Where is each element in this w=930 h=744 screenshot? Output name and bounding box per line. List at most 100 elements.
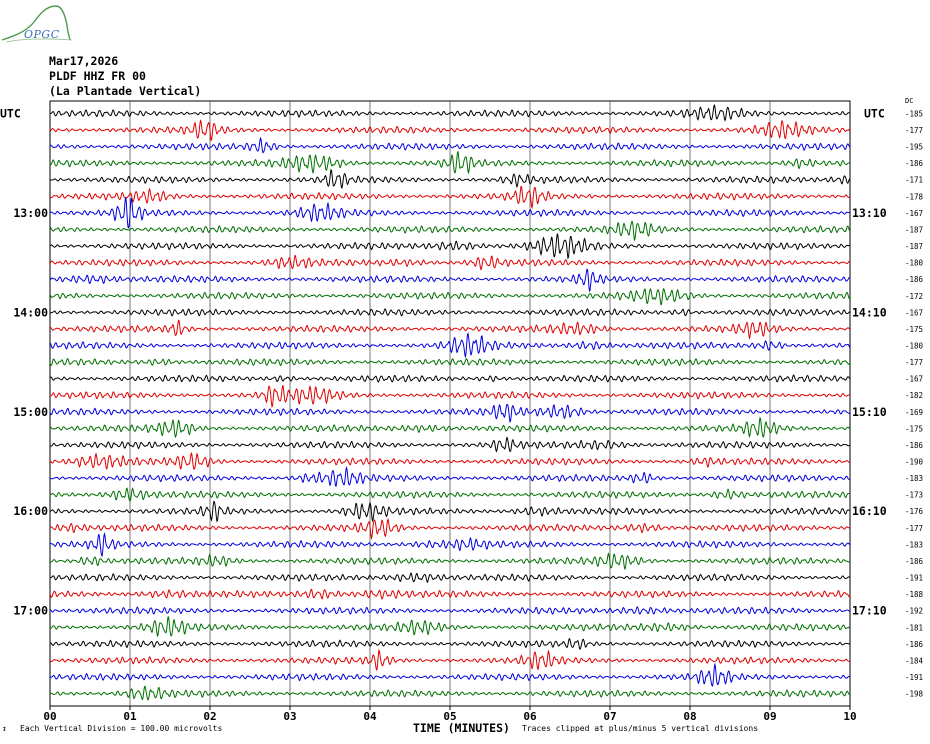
left-utc-label: UTC xyxy=(0,106,21,120)
seismic-trace xyxy=(49,308,851,317)
seismic-trace xyxy=(49,436,851,453)
left-hour-label: 17:00 xyxy=(13,604,48,618)
dc-offset-value: -181 xyxy=(905,623,923,632)
dc-offset-value: -188 xyxy=(905,590,924,599)
seismic-trace xyxy=(49,517,851,540)
right-time-label: 14:10 xyxy=(852,305,887,319)
right-utc-label: UTC xyxy=(864,106,885,120)
dc-offset-value: -186 xyxy=(905,275,924,284)
right-time-label: 16:10 xyxy=(852,504,887,518)
date-label: Mar17,2026 xyxy=(49,54,119,68)
seismic-trace xyxy=(49,637,851,651)
dc-offset-value: -175 xyxy=(905,424,923,433)
seismic-trace xyxy=(49,374,851,383)
dc-offset-value: -173 xyxy=(905,491,923,500)
seismic-trace xyxy=(49,168,851,189)
seismic-traces xyxy=(49,104,851,701)
dc-offset-value: -183 xyxy=(905,474,923,483)
left-hour-label: 13:00 xyxy=(13,206,48,220)
dc-offset-value: -175 xyxy=(905,325,923,334)
opgc-logo: OPGC xyxy=(0,2,80,46)
dc-offset-value: -177 xyxy=(905,126,923,135)
dc-offset-value: -198 xyxy=(905,690,924,699)
seismic-trace xyxy=(49,588,851,600)
seismic-trace xyxy=(49,487,851,502)
seismic-trace xyxy=(49,150,851,175)
seismic-trace xyxy=(49,186,851,210)
x-tick-label: 06 xyxy=(523,710,537,723)
seismic-trace xyxy=(49,465,851,488)
dc-offset-value: -187 xyxy=(905,225,923,234)
dc-offset-value: -186 xyxy=(905,441,924,450)
x-tick-label: 02 xyxy=(203,710,216,723)
seismic-trace xyxy=(49,552,851,571)
seismic-trace xyxy=(49,606,851,615)
corner-mark: ↕ xyxy=(2,724,7,733)
dc-offset-value: -167 xyxy=(905,375,923,384)
x-tick-label: 10 xyxy=(843,710,856,723)
seismic-trace xyxy=(49,196,851,229)
dc-offset-value: -177 xyxy=(905,358,923,367)
dc-offset-value: -176 xyxy=(905,507,924,516)
dc-offset-value: -186 xyxy=(905,640,924,649)
seismic-trace xyxy=(49,403,851,423)
seismic-trace xyxy=(49,662,851,687)
logo-text: OPGC xyxy=(24,28,60,41)
dc-offset-value: -190 xyxy=(905,458,924,467)
seismic-trace xyxy=(49,119,851,141)
seismic-trace xyxy=(49,319,851,340)
dc-offset-value: -167 xyxy=(905,209,923,218)
seismic-trace xyxy=(50,500,851,523)
clip-note: Traces clipped at plus/minus 5 vertical … xyxy=(522,724,759,733)
seismic-trace xyxy=(49,451,851,470)
dc-offset-value: -180 xyxy=(905,259,924,268)
dc-offset-value: -167 xyxy=(905,308,923,317)
dc-offset-value: -169 xyxy=(905,408,923,417)
dc-offset-value: -182 xyxy=(905,391,923,400)
dc-offset-value: -184 xyxy=(905,656,924,665)
seismic-trace xyxy=(49,531,851,558)
x-tick-label: 04 xyxy=(363,710,377,723)
seismic-trace xyxy=(49,332,851,359)
dc-offset-value: -185 xyxy=(905,109,923,118)
dc-offset-value: -171 xyxy=(905,176,923,185)
dc-offset-value: -186 xyxy=(905,557,924,566)
dc-offset-value: -180 xyxy=(905,341,924,350)
dc-offset-value: -177 xyxy=(905,524,923,533)
seismic-trace xyxy=(49,220,851,242)
dc-offset-value: -195 xyxy=(905,143,923,152)
x-tick-label: 00 xyxy=(43,710,56,723)
seismic-trace xyxy=(49,104,851,122)
dc-offset-value: -183 xyxy=(905,540,923,549)
seismic-trace xyxy=(49,254,851,271)
x-tick-label: 09 xyxy=(763,710,776,723)
seismic-trace xyxy=(49,136,851,154)
seismic-trace xyxy=(49,648,851,671)
seismic-trace xyxy=(49,572,851,584)
seismic-trace xyxy=(49,416,851,439)
dc-offset-value: -187 xyxy=(905,242,923,251)
seismic-trace xyxy=(49,287,851,306)
seismic-trace xyxy=(49,233,851,260)
left-hour-label: 15:00 xyxy=(13,405,48,419)
dc-offset-value: -192 xyxy=(905,607,923,616)
x-tick-label: 03 xyxy=(283,710,296,723)
dc-offset-value: -178 xyxy=(905,192,924,201)
seismic-trace xyxy=(49,268,851,293)
x-tick-label: 05 xyxy=(443,710,456,723)
dc-offset-value: -191 xyxy=(905,574,923,583)
dc-label: DC xyxy=(905,97,913,105)
axis-labels: 00 01 02 03 04 05 06 07 08 09 10 13:00 14:00 15:00 16:… xyxy=(0,97,924,723)
x-tick-label: 07 xyxy=(603,710,616,723)
right-time-label: 17:10 xyxy=(852,604,887,618)
right-time-label: 13:10 xyxy=(852,206,887,220)
seismic-trace xyxy=(49,616,851,638)
right-time-label: 15:10 xyxy=(852,405,887,419)
x-tick-label: 08 xyxy=(683,710,696,723)
seismic-trace xyxy=(49,384,851,408)
location-label: (La Plantade Vertical) xyxy=(49,84,202,98)
dc-offset-value: -172 xyxy=(905,292,923,301)
scale-note: Each Vertical Division = 100.00 microvol… xyxy=(20,724,223,733)
